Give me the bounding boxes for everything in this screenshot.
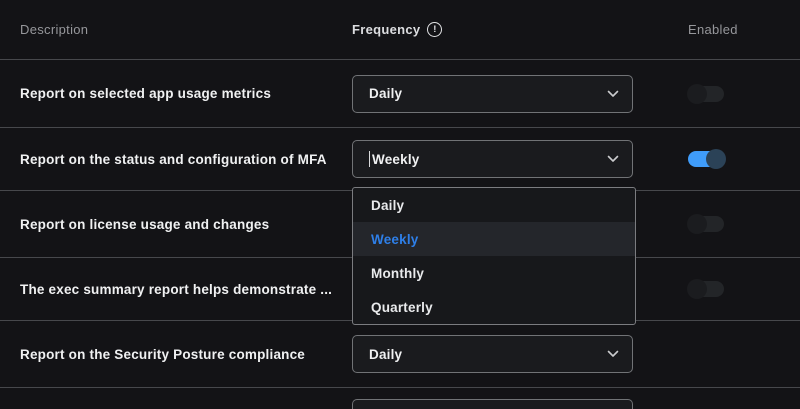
table-row: Report on selected app usage metrics Dai… bbox=[0, 59, 800, 127]
frequency-select[interactable]: Daily bbox=[352, 335, 633, 373]
chevron-down-icon bbox=[607, 90, 619, 98]
table-row: Report on the status and configuration o… bbox=[0, 127, 800, 190]
frequency-select-open[interactable]: Weekly bbox=[352, 140, 633, 178]
frequency-dropdown-menu: Daily Weekly Monthly Quarterly bbox=[352, 187, 636, 325]
row-description: The exec summary report helps demonstrat… bbox=[20, 281, 333, 297]
frequency-select-value: Weekly bbox=[372, 151, 420, 167]
row-description: Report on license usage and changes bbox=[20, 216, 270, 232]
row-description: Report on selected app usage metrics bbox=[20, 86, 272, 101]
row-description: Report on the Security Posture complianc… bbox=[20, 346, 306, 362]
chevron-down-icon bbox=[607, 350, 619, 358]
info-icon[interactable]: ! bbox=[427, 22, 443, 37]
column-header-enabled: Enabled bbox=[688, 22, 738, 37]
enabled-toggle[interactable] bbox=[687, 83, 724, 104]
enabled-toggle[interactable] bbox=[687, 214, 724, 234]
menu-option-weekly[interactable]: Weekly bbox=[353, 222, 635, 256]
frequency-select-partial[interactable] bbox=[352, 399, 633, 409]
frequency-select[interactable]: Daily bbox=[352, 74, 633, 113]
column-header-description: Description bbox=[20, 22, 89, 37]
toggle-knob bbox=[687, 279, 707, 299]
toggle-knob bbox=[687, 214, 707, 234]
frequency-select-value: Daily bbox=[369, 346, 403, 362]
toggle-knob bbox=[706, 149, 726, 169]
menu-option-daily[interactable]: Daily bbox=[371, 197, 405, 213]
table-row: Report on the Security Posture complianc… bbox=[0, 320, 800, 387]
menu-option-quarterly[interactable]: Quarterly bbox=[371, 299, 433, 315]
table-header-row: Description Frequency ! Enabled bbox=[0, 0, 800, 59]
frequency-select-value: Daily bbox=[369, 86, 403, 101]
chevron-down-icon bbox=[607, 155, 619, 163]
toggle-knob bbox=[687, 83, 707, 104]
column-header-frequency-label: Frequency bbox=[352, 22, 421, 37]
menu-option-monthly[interactable]: Monthly bbox=[371, 265, 425, 281]
column-header-frequency: Frequency ! bbox=[352, 22, 660, 37]
table-row bbox=[0, 387, 800, 403]
text-caret bbox=[369, 151, 370, 167]
enabled-toggle[interactable] bbox=[687, 279, 724, 299]
row-description: Report on the status and configuration o… bbox=[20, 151, 327, 167]
enabled-toggle[interactable] bbox=[688, 149, 726, 169]
